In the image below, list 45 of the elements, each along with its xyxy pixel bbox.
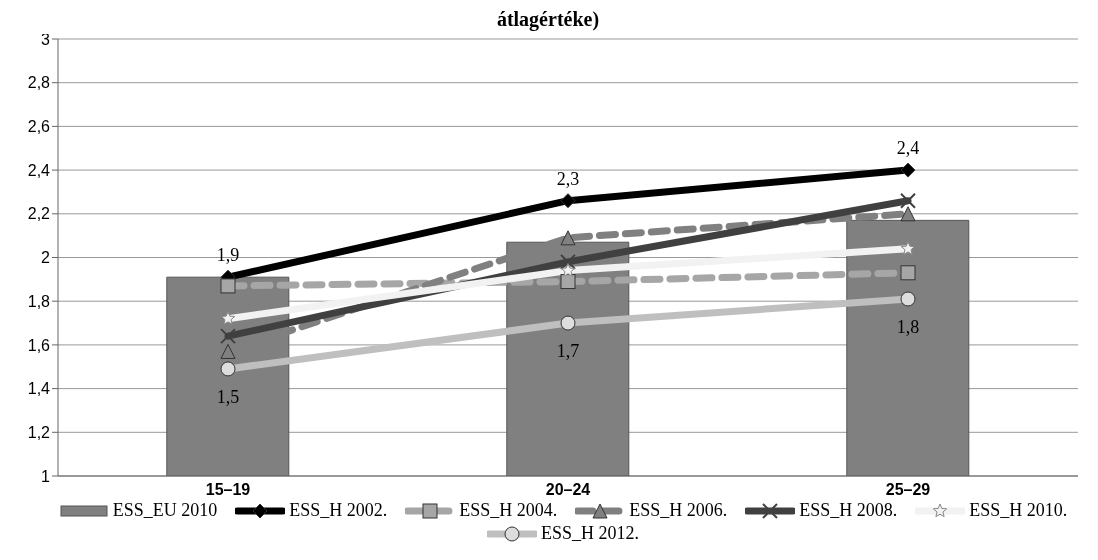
- y-tick-label: 1: [41, 467, 51, 485]
- y-tick-label: 1,8: [27, 292, 51, 310]
- legend-label: ESS_H 2002.: [289, 500, 388, 521]
- point: [560, 263, 576, 277]
- data-label: 1,8: [896, 317, 920, 338]
- legend-label: ESS_H 2006.: [629, 500, 728, 521]
- x-tick-label: 20–24: [545, 481, 591, 499]
- y-tick-label: 1,4: [27, 380, 51, 398]
- point: [220, 361, 236, 377]
- data-label: 2,4: [896, 138, 920, 159]
- data-label: 1,5: [216, 386, 240, 407]
- point: [220, 311, 236, 325]
- point: [560, 193, 576, 209]
- point: [560, 274, 576, 290]
- data-label: 1,9: [216, 245, 240, 266]
- point: [900, 206, 916, 222]
- legend-label: ESS_H 2004.: [459, 500, 558, 521]
- legend-label: ESS_H 2012.: [540, 523, 639, 544]
- x-tick-label: 15–19: [205, 481, 251, 499]
- point: [220, 343, 236, 359]
- y-tick-label: 2,4: [27, 161, 51, 179]
- point: [220, 328, 236, 345]
- point: [900, 162, 916, 178]
- point: [220, 278, 236, 294]
- point: [560, 253, 576, 270]
- legend-label: ESS_H 2008.: [799, 500, 898, 521]
- chart-title: átlagértéke): [496, 8, 600, 30]
- point: [900, 265, 916, 281]
- point: [900, 192, 916, 209]
- legend-label: ESS_H 2010.: [969, 500, 1068, 521]
- y-tick-label: 2,6: [27, 118, 51, 136]
- y-tick-label: 1,2: [27, 423, 51, 441]
- point: [900, 291, 916, 307]
- point: [900, 241, 916, 255]
- point: [560, 230, 576, 246]
- x-tick-label: 25–29: [885, 481, 931, 499]
- legend-label: ESS_EU 2010: [112, 500, 218, 521]
- y-tick-label: 2: [41, 249, 51, 267]
- y-tick-label: 2,2: [27, 205, 51, 223]
- data-label: 2,3: [556, 168, 580, 189]
- y-tick-label: 3: [41, 30, 51, 48]
- point: [560, 315, 576, 331]
- data-label: 1,7: [556, 341, 580, 362]
- y-tick-label: 2,8: [27, 74, 51, 92]
- y-tick-label: 1,6: [27, 336, 51, 354]
